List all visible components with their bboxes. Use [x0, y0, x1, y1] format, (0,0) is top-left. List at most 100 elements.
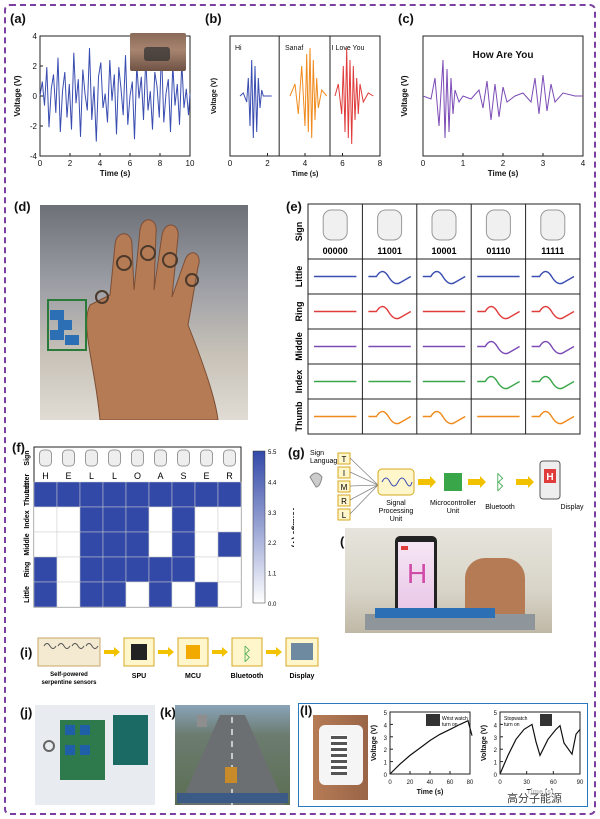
signal-trace — [531, 375, 575, 390]
phrase-label: How Are You — [473, 50, 534, 61]
panel-label-g: (g) — [288, 445, 305, 460]
heat-cell — [125, 506, 150, 533]
spu-label: Signal — [386, 500, 406, 507]
row-label-thumb: Thumb — [294, 401, 304, 431]
x-tick-label: 4 — [98, 159, 103, 168]
row-label-index: Index — [24, 510, 31, 528]
heat-cell — [125, 481, 150, 508]
plot-frame — [499, 711, 581, 775]
heat-cell — [125, 556, 150, 583]
finger-letter: I — [343, 469, 345, 478]
signal-trace — [368, 305, 412, 320]
finger-letter: R — [341, 497, 347, 506]
colorbar-label: Voltage (V) — [291, 506, 294, 548]
x-tick-label: 60 — [447, 780, 454, 786]
sign-language-label-1: Sign — [310, 450, 324, 457]
heat-cell — [148, 506, 173, 533]
signal-trace — [368, 270, 412, 285]
y-axis-label: Voltage (V) — [13, 75, 22, 117]
phone-letter: H — [546, 472, 553, 483]
display-label: Display — [290, 673, 315, 680]
code-label: 10001 — [431, 246, 456, 256]
hand-sign-icon — [200, 449, 213, 467]
hand-sign-icon — [154, 449, 167, 467]
colorbar-tick: 2.2 — [268, 541, 277, 547]
row-label-ring: Ring — [24, 562, 31, 578]
phone: H — [395, 536, 437, 616]
y-tick-label: 4 — [384, 723, 388, 729]
sign-language-label-2: Language — [310, 458, 341, 465]
series-line — [422, 59, 583, 139]
letter-label: A — [157, 471, 163, 481]
heat-cell — [56, 531, 81, 558]
finger-box — [337, 466, 351, 479]
panel-label-c: (c) — [398, 11, 414, 26]
x-tick-label: 0 — [228, 159, 233, 168]
hand-sign-icon — [322, 209, 348, 241]
y-axis-label: Voltage (V) — [400, 75, 409, 117]
serpentine-icon — [85, 643, 99, 649]
heat-cell — [194, 506, 219, 533]
heat-cell — [194, 581, 219, 608]
signal-trace — [368, 410, 412, 425]
y-axis-label: Voltage (V) — [371, 725, 378, 761]
row-label-index: Index — [294, 370, 304, 394]
connector — [349, 484, 379, 515]
letter-label: S — [180, 471, 186, 481]
spu-wave — [381, 477, 413, 487]
heat-cell — [79, 531, 104, 558]
letter-label: E — [65, 471, 71, 481]
y-tick-label: 2 — [33, 62, 38, 71]
heat-cell — [79, 581, 104, 608]
annot2-line2: turn on — [504, 722, 520, 728]
panel-l-box — [298, 703, 588, 807]
y-axis-label: Voltage (V) — [211, 78, 218, 114]
y-tick-label: 0 — [494, 773, 498, 779]
series-line-2 — [334, 47, 374, 145]
finger-letter: M — [341, 483, 348, 492]
heat-cell — [125, 531, 150, 558]
row-label-ring: Ring — [294, 302, 304, 322]
serpentine-icon — [57, 643, 71, 649]
phone-letter: H — [407, 558, 428, 589]
connector — [349, 484, 379, 501]
panel-label-d: (d) — [14, 199, 31, 214]
sensor-label-1: Self-powered — [50, 672, 88, 678]
heat-cell — [33, 506, 58, 533]
heat-cell — [33, 531, 58, 558]
spu-label: SPU — [132, 673, 146, 680]
panel-label-i: (i) — [20, 645, 33, 660]
word-label-2: I Love You — [332, 45, 365, 52]
display-screen-icon — [291, 643, 313, 660]
row-label-sign: Sign — [24, 450, 31, 465]
heat-cell — [148, 531, 173, 558]
connector — [349, 457, 379, 486]
driving-game-photo — [175, 705, 290, 805]
heat-cell — [125, 581, 150, 608]
letter-label: H — [42, 471, 49, 481]
chart-b: 0 2 4 6 8 Time (s) Voltage (V) Hi Sanaf I Love Yo… — [211, 35, 383, 178]
diagram-i: Self-powered serpentine sensors SPU MCU ᛒ Blu… — [37, 637, 319, 686]
heat-cell — [217, 481, 242, 508]
phone-display-photo: H — [345, 528, 552, 633]
heat-cell — [56, 481, 81, 508]
heat-cell — [194, 556, 219, 583]
word-label-0: Hi — [235, 45, 242, 52]
x-tick-label: 4 — [581, 159, 586, 168]
series-line — [389, 719, 473, 775]
code-label: 11111 — [541, 246, 564, 256]
chart-c: 0 1 2 3 4 Time (s) Voltage (V) How Are You — [400, 35, 586, 178]
spu-label: Processing — [379, 508, 414, 515]
neck-photo — [130, 33, 186, 71]
mcu-label: MCU — [185, 673, 201, 680]
heat-cell — [194, 531, 219, 558]
heat-cell — [79, 506, 104, 533]
row-label-letter: Letter — [24, 474, 31, 494]
y-axis-label: Voltage (V) — [481, 725, 488, 761]
annot2-line1: Stopwatch — [504, 716, 528, 722]
display-label: Display — [561, 504, 584, 511]
serpentine-icon — [43, 643, 57, 649]
arrow — [468, 476, 486, 488]
bluetooth-block — [231, 637, 263, 667]
